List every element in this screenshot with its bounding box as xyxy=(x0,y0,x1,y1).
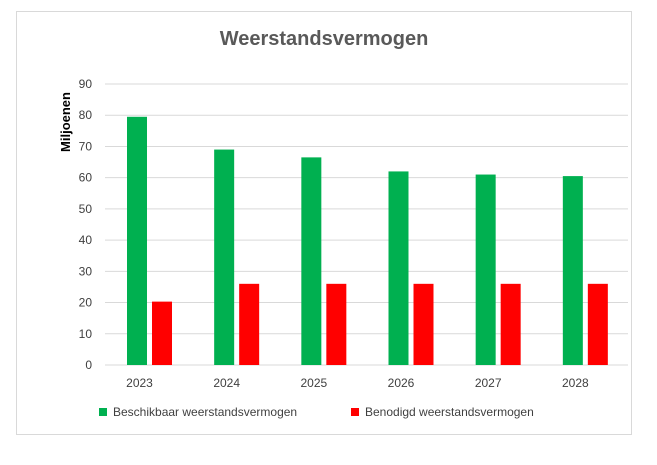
x-tick-label: 2025 xyxy=(300,376,327,390)
y-tick-label: 0 xyxy=(85,358,92,372)
bar-required-2027 xyxy=(500,283,521,365)
y-tick-label: 80 xyxy=(79,108,93,122)
y-tick-label: 40 xyxy=(79,233,93,247)
y-axis-ticks: 0 10 20 30 40 50 60 70 80 90 xyxy=(79,77,93,372)
bar-required-2024 xyxy=(239,283,260,365)
y-tick-label: 60 xyxy=(79,171,93,185)
bar-required-2025 xyxy=(326,283,347,365)
legend-label-available: Beschikbaar weerstandsvermogen xyxy=(113,405,297,419)
y-tick-label: 90 xyxy=(79,77,93,91)
bar-available-2023 xyxy=(127,116,147,366)
chart-frame xyxy=(16,11,632,435)
bar-required-2028 xyxy=(587,283,608,365)
x-tick-label: 2028 xyxy=(562,376,589,390)
y-tick-label: 30 xyxy=(79,264,93,278)
legend-swatch-required xyxy=(351,408,359,416)
legend-swatch-available xyxy=(99,408,107,416)
bars xyxy=(127,116,608,366)
x-tick-label: 2024 xyxy=(213,376,240,390)
bar-available-2026 xyxy=(388,171,409,365)
y-axis-label: Miljoenen xyxy=(58,92,73,152)
bar-required-2026 xyxy=(413,283,434,365)
y-tick-label: 50 xyxy=(79,202,93,216)
x-tick-label: 2027 xyxy=(475,376,502,390)
y-tick-label: 10 xyxy=(79,327,93,341)
legend-label-required: Benodigd weerstandsvermogen xyxy=(365,405,534,419)
x-axis-ticks: 2023 2024 2025 2026 2027 2028 xyxy=(126,376,589,390)
bar-available-2024 xyxy=(214,149,235,365)
gridlines xyxy=(105,83,628,366)
chart-title: Weerstandsvermogen xyxy=(220,28,429,50)
legend: Beschikbaar weerstandsvermogen Benodigd … xyxy=(99,405,534,419)
y-tick-label: 70 xyxy=(79,139,93,153)
bar-required-2023 xyxy=(152,301,172,365)
bar-available-2025 xyxy=(301,157,322,365)
x-tick-label: 2023 xyxy=(126,376,153,390)
x-tick-label: 2026 xyxy=(388,376,415,390)
y-tick-label: 20 xyxy=(79,296,93,310)
bar-available-2027 xyxy=(475,174,496,365)
bar-available-2028 xyxy=(562,176,583,365)
